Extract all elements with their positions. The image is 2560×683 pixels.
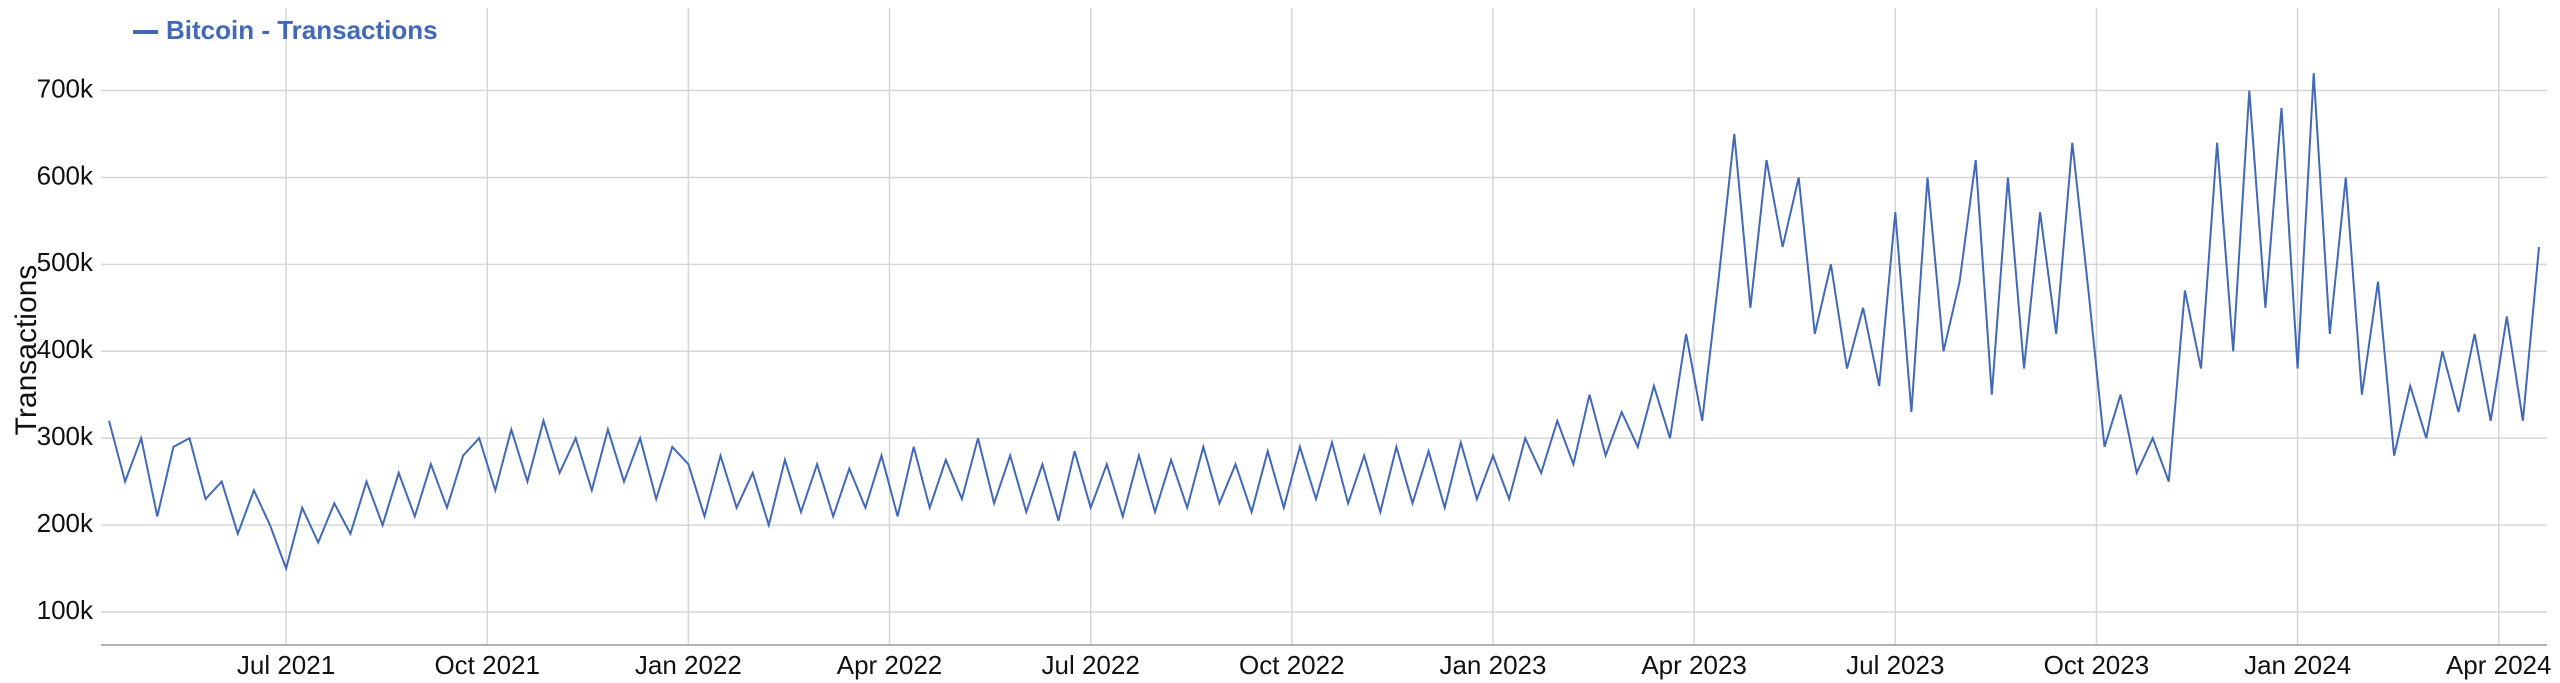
y-tick-label: 400k <box>37 334 94 364</box>
x-tick-label: Jul 2021 <box>237 650 335 680</box>
x-tick-label: Jul 2023 <box>1846 650 1944 680</box>
x-tick-label: Apr 2024 <box>2446 650 2552 680</box>
x-tick-label: Oct 2022 <box>1239 650 1345 680</box>
y-tick-label: 300k <box>37 421 94 451</box>
y-tick-label: 200k <box>37 508 94 538</box>
y-axis-title: Transactions <box>10 265 43 436</box>
y-tick-label: 700k <box>37 73 94 103</box>
y-tick-label: 100k <box>37 595 94 625</box>
x-tick-label: Apr 2022 <box>837 650 943 680</box>
x-tick-label: Jan 2023 <box>1439 650 1546 680</box>
series-line <box>108 73 2540 572</box>
x-tick-label: Jan 2024 <box>2244 650 2351 680</box>
x-tick-label: Jan 2022 <box>635 650 742 680</box>
x-tick-label: Apr 2023 <box>1641 650 1747 680</box>
y-tick-label: 600k <box>37 160 94 190</box>
x-tick-label: Oct 2023 <box>2044 650 2150 680</box>
x-tick-label: Oct 2021 <box>434 650 540 680</box>
y-tick-label: 500k <box>37 247 94 277</box>
x-tick-label: Jul 2022 <box>1042 650 1140 680</box>
legend-label: Bitcoin - Transactions <box>166 15 438 45</box>
